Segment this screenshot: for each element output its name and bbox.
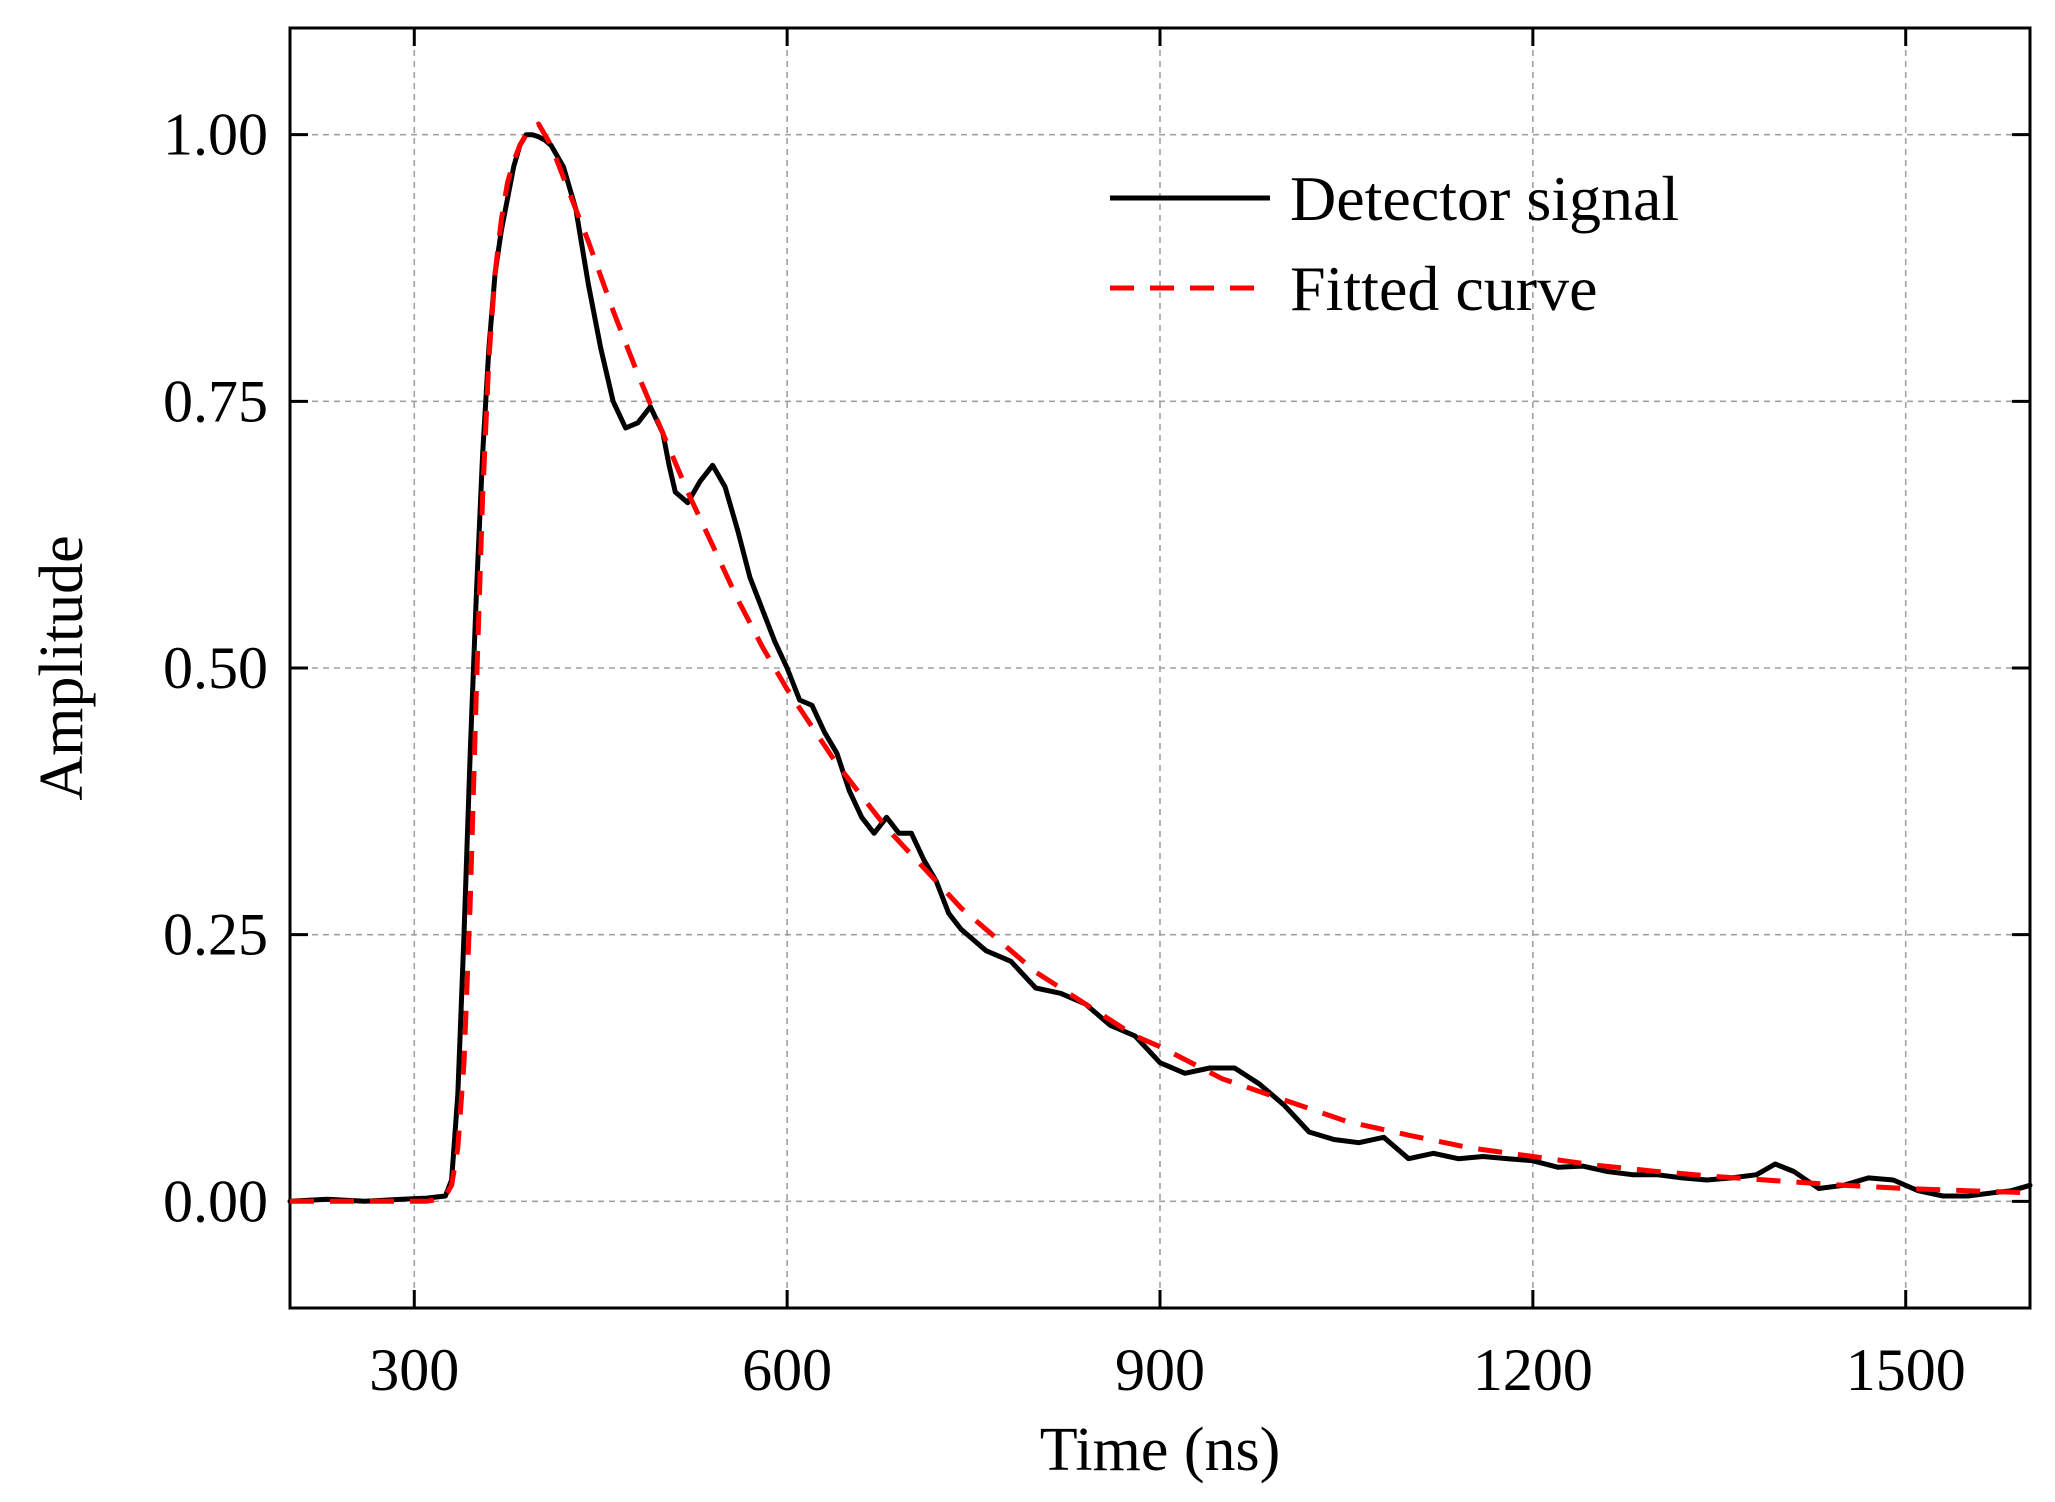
y-axis-title: Amplitude [28, 535, 96, 800]
x-tick-label: 300 [369, 1337, 459, 1403]
x-tick-label: 900 [1115, 1337, 1205, 1403]
y-tick-label: 0.75 [163, 368, 268, 434]
series-line-fitted-curve [290, 121, 2031, 1204]
x-tick-label: 1200 [1473, 1337, 1593, 1403]
x-tick-label: 1500 [1846, 1337, 1966, 1403]
y-tick-label: 0.25 [163, 902, 268, 968]
ticks: 300 600 900 1200 1500 0.00 0.25 0.50 0.75 1.00 [163, 28, 2030, 1403]
y-tick-label: 0.50 [163, 635, 268, 701]
x-axis-title: Time (ns) [1040, 1416, 1281, 1484]
y-tick-label: 0.00 [163, 1168, 268, 1234]
x-tick-label: 600 [742, 1337, 832, 1403]
legend-label: Fitted curve [1290, 253, 1597, 324]
legend-label: Detector signal [1290, 163, 1679, 234]
series-layer [287, 121, 2033, 1204]
legend: Detector signal Fitted curve [1110, 163, 1679, 324]
y-tick-label: 1.00 [163, 102, 268, 168]
